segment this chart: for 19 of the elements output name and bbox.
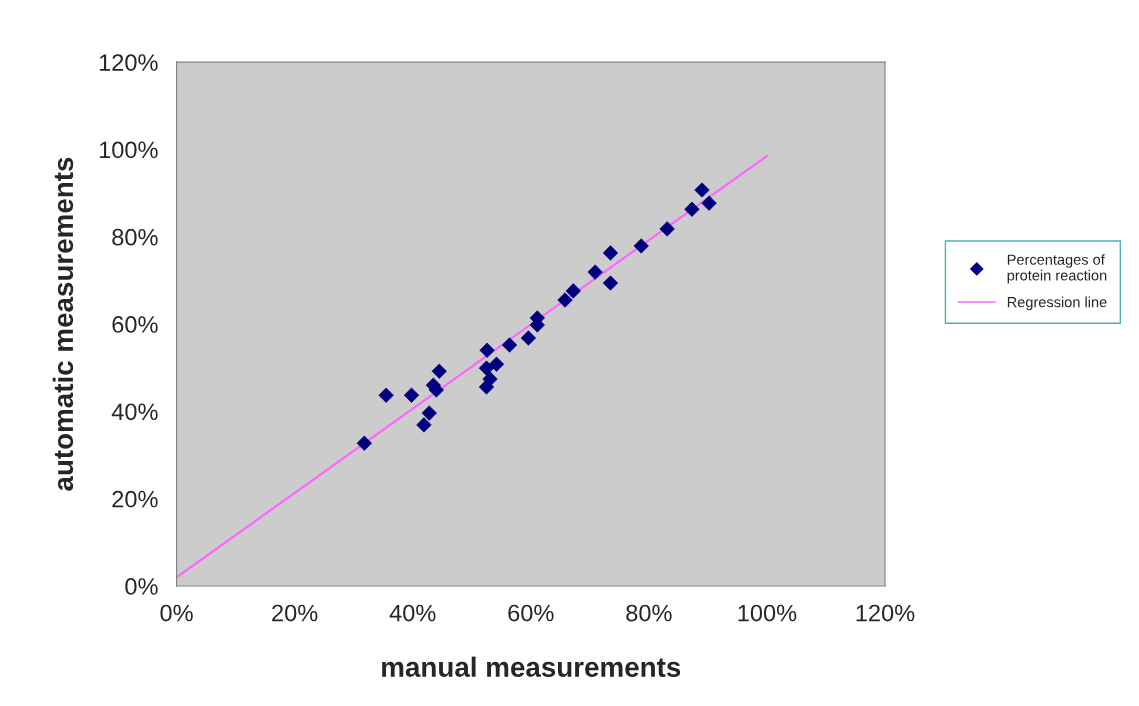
legend-label: Regression line (1007, 296, 1107, 311)
y-tick-label: 100% (99, 141, 158, 159)
y-tick-label: 120% (99, 54, 158, 71)
x-tick-label: 40% (389, 604, 436, 622)
x-tick-label: 100% (738, 604, 797, 622)
x-tick-label: 120% (856, 604, 915, 622)
y-tick-label: 20% (112, 490, 158, 508)
x-tick-label: 80% (626, 604, 672, 622)
x-tick-label: 60% (508, 604, 554, 622)
x-tick-label: 0% (160, 604, 193, 622)
y-axis-title: automatic measurements (52, 157, 74, 491)
legend-label: Percentages of protein reaction (1007, 254, 1107, 284)
y-tick-label: 60% (112, 316, 158, 333)
y-tick-label: 0% (125, 578, 158, 595)
y-tick-label: 80% (112, 228, 158, 246)
x-axis-title: manual measurements (382, 656, 681, 677)
x-tick-label: 20% (272, 604, 318, 622)
point (587, 264, 603, 280)
y-tick-label: 40% (111, 403, 158, 421)
